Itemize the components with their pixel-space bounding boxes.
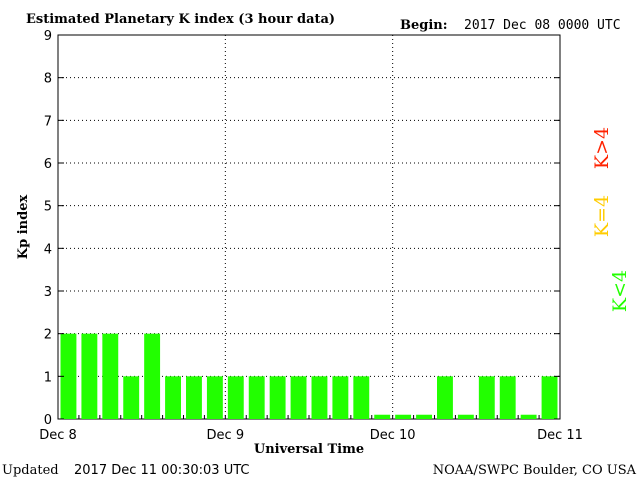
- kp-bar: [311, 376, 328, 419]
- kp-bar: [520, 414, 537, 419]
- kp-bar: [290, 376, 307, 419]
- x-ticks: Dec 8 Dec 9 Dec 10 Dec 11: [39, 415, 583, 443]
- x-axis-label: Universal Time: [254, 442, 364, 457]
- kp-bar: [395, 414, 412, 419]
- kp-bar: [499, 376, 516, 419]
- y-tick-label: 0: [44, 413, 52, 428]
- kp-bar: [374, 414, 391, 419]
- kp-bar: [123, 376, 140, 419]
- x-tick-label: Dec 11: [537, 428, 583, 443]
- y-tick-label: 9: [44, 29, 52, 44]
- legend-k-below-4: K<4: [609, 270, 631, 312]
- kp-bar: [269, 376, 286, 419]
- kp-bar: [165, 376, 181, 419]
- y-tick-label: 6: [44, 157, 52, 172]
- credit-text: NOAA/SWPC Boulder, CO USA: [433, 463, 637, 478]
- chart-title: Estimated Planetary K index (3 hour data…: [26, 12, 335, 27]
- kp-bar: [81, 333, 98, 419]
- plot-frame: [57, 34, 561, 420]
- y-tick-label: 7: [44, 114, 52, 129]
- kp-bar: [332, 376, 349, 419]
- kp-bar: [102, 333, 119, 419]
- y-ticks: 0 1 2 3 4 5 6 7 8 9: [44, 29, 560, 428]
- kp-bar: [457, 414, 474, 419]
- y-tick-label: 5: [44, 200, 52, 215]
- begin-label: Begin:: [400, 18, 448, 33]
- kp-bar: [248, 376, 265, 419]
- kp-bar: [416, 414, 432, 419]
- kp-bar: [144, 333, 161, 419]
- begin-value: 2017 Dec 08 0000 UTC: [464, 18, 621, 33]
- y-tick-label: 4: [44, 242, 52, 257]
- kp-bar: [206, 376, 223, 419]
- plot-area: 0 1 2 3 4 5 6 7 8 9 Dec 8 Dec 9 Dec 10 Dec 11: [39, 29, 583, 443]
- updated-value: 2017 Dec 11 00:30:03 UTC: [74, 463, 249, 478]
- kp-bar: [227, 376, 244, 419]
- x-tick-label: Dec 8: [39, 428, 77, 443]
- y-axis-label: Kp index: [16, 195, 31, 260]
- x-tick-label: Dec 9: [207, 428, 245, 443]
- y-tick-label: 3: [44, 285, 52, 300]
- legend-k-above-4: K>4: [591, 127, 613, 169]
- gridlines: [58, 35, 560, 419]
- kp-bar: [186, 376, 202, 419]
- kp-bar: [437, 376, 453, 419]
- y-tick-label: 2: [44, 328, 52, 343]
- kp-bar: [541, 376, 558, 419]
- bars: [60, 333, 558, 419]
- updated-label: Updated: [2, 463, 59, 478]
- kp-bar: [478, 376, 495, 419]
- x-tick-label: Dec 10: [370, 428, 416, 443]
- y-tick-label: 1: [44, 370, 52, 385]
- y-tick-label: 8: [44, 72, 52, 87]
- kp-bar: [60, 333, 77, 419]
- kp-bar: [353, 376, 370, 419]
- legend-k-equal-4: K=4: [591, 195, 613, 237]
